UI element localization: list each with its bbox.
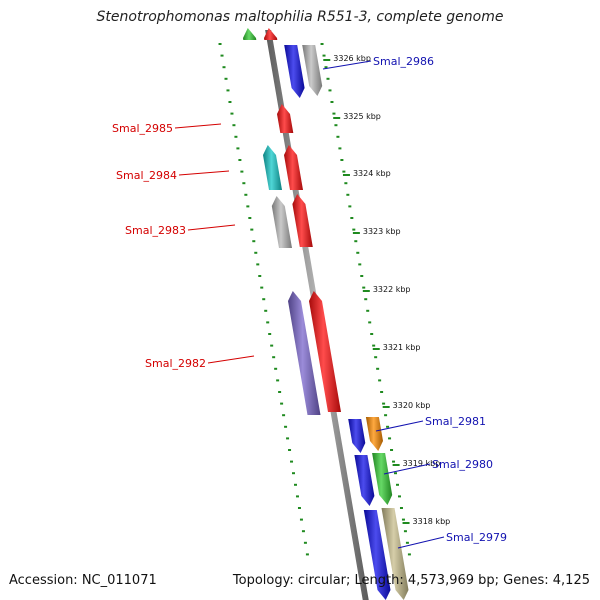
- gene-arrow[interactable]: [302, 45, 323, 96]
- gene-arrow[interactable]: [292, 194, 313, 247]
- kbp-label: 3319 kbp: [403, 459, 441, 468]
- gene-label-leader: [178, 170, 230, 176]
- gene-arrow[interactable]: [284, 45, 305, 98]
- gene-arrow[interactable]: [271, 196, 292, 248]
- tick-layer: [218, 43, 411, 556]
- gene-label-leader: [187, 224, 236, 231]
- gene-arrow[interactable]: [288, 291, 321, 415]
- gene-arrow[interactable]: [381, 508, 409, 600]
- accession-text: Accession: NC_011071: [9, 573, 157, 588]
- gene-arrow[interactable]: [365, 417, 383, 451]
- gene-label-leader: [207, 355, 255, 364]
- kbp-label: 3322 kbp: [373, 285, 411, 294]
- gene-label[interactable]: Smal_2979: [446, 531, 507, 544]
- kbp-label: 3321 kbp: [383, 343, 421, 352]
- gene-label[interactable]: Smal_2980: [432, 458, 493, 471]
- kbp-label: 3323 kbp: [363, 227, 401, 236]
- gene-arrow[interactable]: [264, 28, 278, 40]
- kbp-label: 3324 kbp: [353, 169, 391, 178]
- gene-arrow[interactable]: [243, 28, 257, 40]
- gene-label[interactable]: Smal_2983: [125, 224, 186, 237]
- gene-layer: [243, 28, 409, 600]
- gene-label[interactable]: Smal_2982: [145, 357, 206, 370]
- gene-arrow[interactable]: [372, 453, 393, 505]
- gene-label-leader: [375, 420, 424, 432]
- gene-arrow[interactable]: [354, 455, 375, 506]
- gene-arrow[interactable]: [263, 145, 282, 190]
- kbp-label: 3318 kbp: [413, 517, 451, 526]
- gene-arrow[interactable]: [363, 510, 391, 600]
- gene-label[interactable]: Smal_2981: [425, 415, 486, 428]
- genome-summary-text: Topology: circular; Length: 4,573,969 bp…: [232, 573, 590, 588]
- gene-arrow[interactable]: [284, 145, 303, 190]
- label-layer: 3326 kbp 3325 kbp 3324 kbp 3323 kbp 3322 kbp…: [112, 54, 507, 549]
- kbp-label: 3320 kbp: [393, 401, 431, 410]
- gene-arrow[interactable]: [277, 104, 294, 133]
- kbp-label: 3325 kbp: [343, 112, 381, 121]
- gene-label[interactable]: Smal_2985: [112, 122, 173, 135]
- gene-label[interactable]: Smal_2986: [373, 55, 434, 68]
- gene-label-leader: [174, 123, 222, 129]
- gene-arrow[interactable]: [348, 419, 366, 453]
- kbp-label: 3326 kbp: [333, 54, 371, 63]
- gene-label-leader: [383, 463, 431, 475]
- gene-label-leader: [397, 536, 445, 549]
- figure-title: Stenotrophomonas maltophilia R551-3, com…: [96, 9, 504, 25]
- gene-label-leader: [322, 60, 372, 70]
- gene-label[interactable]: Smal_2984: [116, 169, 177, 182]
- gene-arrow[interactable]: [309, 291, 341, 412]
